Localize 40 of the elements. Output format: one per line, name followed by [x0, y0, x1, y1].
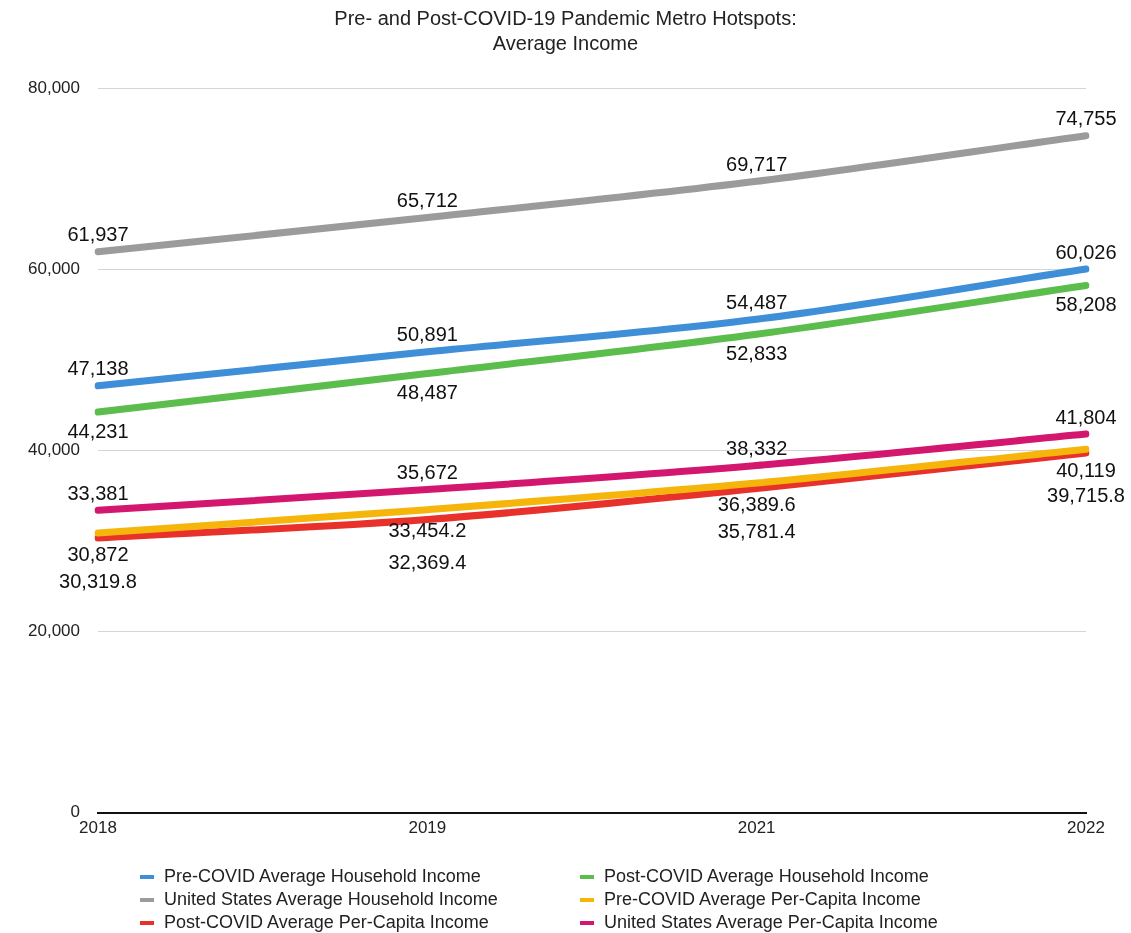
legend-label: Post-COVID Average Per-Capita Income — [164, 912, 489, 933]
data-label: 74,755 — [1055, 107, 1117, 130]
legend-label: United States Average Per-Capita Income — [604, 912, 938, 933]
data-label: 54,487 — [726, 290, 788, 313]
data-label: 38,332 — [726, 437, 788, 460]
data-label: 35,672 — [396, 461, 458, 484]
data-label: 39,715.8 — [1047, 484, 1125, 507]
legend-label: United States Average Household Income — [164, 889, 498, 910]
chart-title: Pre- and Post-COVID-19 Pandemic Metro Hotspots: Average Income — [333, 6, 798, 56]
data-label: 32,369.4 — [388, 551, 467, 574]
data-label: 58,208 — [1055, 293, 1117, 316]
y-tick-label: 20,000 — [28, 621, 80, 641]
x-tick-label: 2022 — [1067, 818, 1105, 838]
y-tick-label: 40,000 — [28, 440, 80, 460]
data-label: 47,138 — [67, 357, 129, 380]
data-label: 36,389.6 — [717, 492, 796, 515]
data-label: 61,937 — [67, 223, 129, 246]
y-tick-label: 80,000 — [28, 77, 80, 97]
x-tick-label: 2021 — [737, 818, 776, 838]
data-label: 30,319.8 — [59, 569, 137, 592]
data-label: 41,804 — [1055, 405, 1117, 428]
x-tick-label: 2019 — [408, 818, 447, 838]
data-label: 35,781.4 — [717, 520, 796, 543]
data-label: 69,717 — [726, 152, 788, 175]
x-tick-label: 2018 — [79, 818, 117, 838]
data-label: 40,119 — [1056, 458, 1116, 481]
data-label: 48,487 — [396, 381, 458, 404]
data-label: 50,891 — [396, 323, 458, 346]
data-label: 33,454.2 — [388, 519, 467, 542]
legend-label: Post-COVID Average Household Income — [604, 866, 929, 887]
legend-label: Pre-COVID Average Per-Capita Income — [604, 889, 921, 910]
data-label: 44,231 — [67, 419, 129, 442]
data-label: 33,381 — [67, 481, 129, 504]
legend-label: Pre-COVID Average Household Income — [164, 866, 481, 887]
data-label: 60,026 — [1055, 240, 1117, 263]
data-label: 30,872 — [67, 542, 129, 565]
data-label: 65,712 — [396, 189, 458, 212]
y-tick-label: 0 — [70, 802, 80, 822]
data-label: 52,833 — [726, 341, 788, 364]
y-tick-label: 60,000 — [28, 258, 80, 278]
